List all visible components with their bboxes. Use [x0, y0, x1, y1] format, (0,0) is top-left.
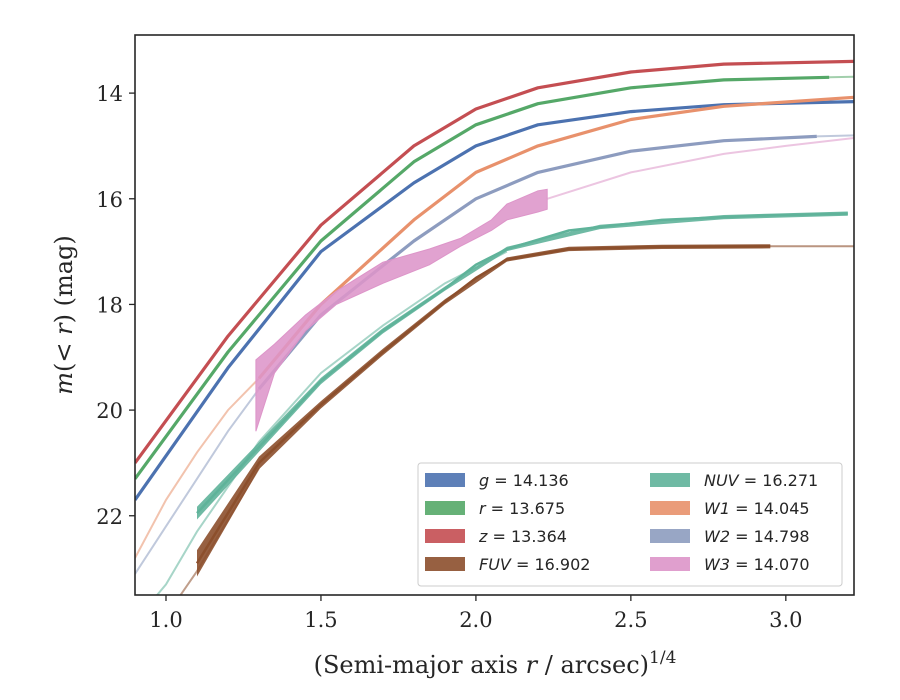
- x-tick-label: 1.5: [304, 608, 337, 632]
- series-nuv: [155, 211, 848, 595]
- legend-label-w1: W1 = 14.045: [704, 499, 810, 518]
- legend-swatch-w2: [650, 529, 690, 543]
- y-tick-label: 16: [96, 188, 123, 212]
- plot-frame: [134, 34, 855, 596]
- line-w1: [257, 95, 854, 380]
- series-w1: [135, 95, 854, 559]
- legend-box: [417, 462, 843, 587]
- line-nuv: [196, 212, 848, 514]
- line-g: [135, 100, 854, 501]
- legend-swatch-w3: [650, 557, 690, 571]
- y-tick-label: 22: [96, 505, 123, 529]
- y-axis-title: m(< r) (mag): [50, 235, 78, 395]
- legend-label-nuv: NUV = 16.271: [704, 471, 818, 490]
- line-w2: [257, 134, 817, 391]
- faint-line-w2: [816, 134, 854, 138]
- faint-line-fuv: [179, 467, 260, 595]
- x-tick-label: 2.5: [614, 608, 647, 632]
- legend-label-g: g = 14.136: [479, 471, 569, 490]
- series-fuv: [179, 244, 854, 595]
- faint-line-w3: [546, 137, 854, 200]
- legend-swatch-z: [425, 529, 465, 543]
- faint-line-w1: [135, 377, 260, 559]
- band-w3: [255, 188, 548, 432]
- x-tick-label: 1.0: [149, 608, 182, 632]
- line-z: [135, 59, 854, 464]
- series-g: [135, 100, 854, 501]
- curves-layer: [135, 59, 854, 595]
- series-r: [135, 75, 854, 480]
- x-tick-label: 2.0: [459, 608, 492, 632]
- line-fuv: [195, 245, 771, 564]
- legend-label-r: r = 13.675: [479, 499, 565, 518]
- legend-label-fuv: FUV = 16.902: [479, 555, 590, 574]
- legend: g = 14.136 r = 13.675 z = 13.364 FUV = 16.9…: [417, 462, 843, 587]
- legend-label-z: z = 13.364: [478, 527, 567, 546]
- x-axis-ticks: 1.0 1.5 2.0 2.5 3.0: [149, 595, 803, 632]
- band-fuv: [197, 244, 771, 577]
- y-tick-label: 20: [96, 399, 123, 423]
- y-tick-label: 18: [96, 293, 123, 317]
- series-z: [135, 59, 854, 464]
- legend-swatch-r: [425, 501, 465, 515]
- faint-line-r: [829, 75, 854, 79]
- x-axis-title: (Semi-major axis r / arcsec)1/4: [314, 648, 677, 679]
- series-w3: [255, 137, 854, 432]
- x-tick-label: 3.0: [769, 608, 802, 632]
- legend-swatch-g: [425, 473, 465, 487]
- y-axis-ticks: 14 16 18 20 22: [96, 82, 135, 529]
- faint-line-nuv: [155, 250, 508, 595]
- line-r: [135, 75, 830, 480]
- legend-swatch-w1: [650, 501, 690, 515]
- legend-label-w2: W2 = 14.798: [704, 527, 810, 546]
- faint-line-w2: [135, 388, 260, 575]
- legend-label-w3: W3 = 14.070: [704, 555, 810, 574]
- legend-swatch-fuv: [425, 557, 465, 571]
- legend-swatch-nuv: [650, 473, 690, 487]
- y-tick-label: 14: [96, 82, 123, 106]
